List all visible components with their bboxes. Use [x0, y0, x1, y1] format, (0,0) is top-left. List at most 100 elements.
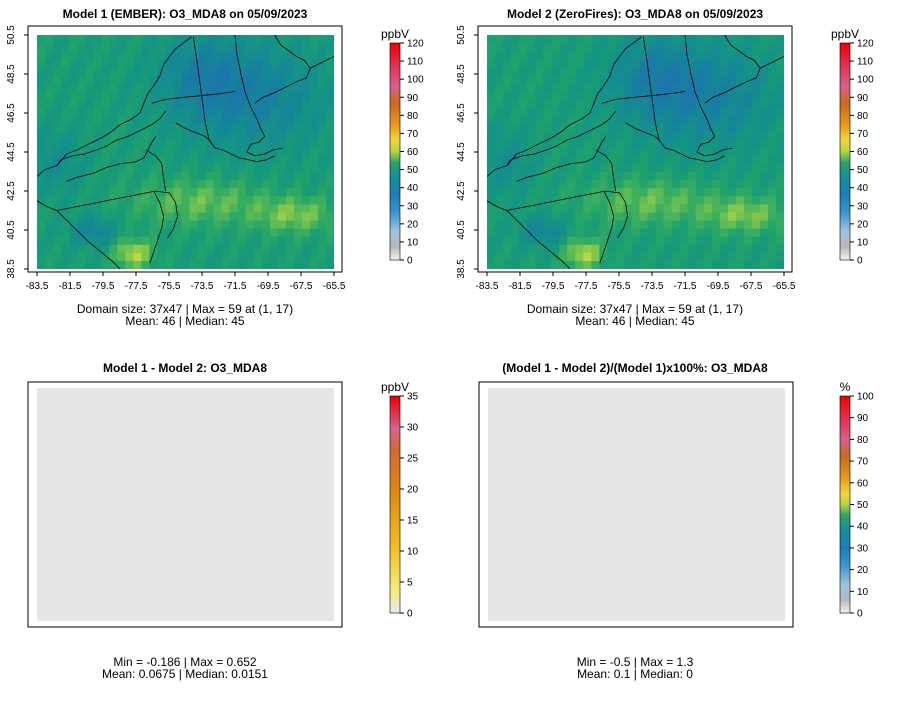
grid-cell [743, 83, 753, 92]
grid-cell [197, 220, 206, 230]
grid-cell [719, 115, 729, 125]
grid-cell [615, 220, 624, 230]
grid-cell [687, 43, 697, 52]
grid-cell [631, 204, 640, 213]
panel-model1: Model 1 (EMBER): O3_MDA8 on 05/09/2023 -… [6, 7, 424, 328]
grid-cell [53, 83, 62, 92]
grid-cell [245, 147, 255, 157]
grid-cell [511, 123, 520, 133]
grid-cell [53, 220, 62, 230]
grid-cell [743, 188, 753, 197]
grid-cell [703, 220, 713, 230]
grid-cell [527, 220, 536, 230]
grid-cell [277, 156, 287, 165]
grid-cell [77, 75, 86, 84]
grid-cell [647, 51, 656, 60]
grid-cell [173, 51, 182, 60]
grid-cell [309, 43, 319, 52]
grid-cell [575, 228, 584, 238]
grid-cell [173, 107, 182, 117]
grid-cell [495, 99, 504, 109]
grid-cell [125, 252, 134, 262]
grid-cell [213, 147, 223, 157]
grid-cell [519, 59, 528, 68]
x-tick-label: -75.5 [608, 281, 631, 292]
grid-cell [759, 244, 769, 254]
grid-cell [583, 123, 592, 133]
grid-cell [575, 212, 584, 221]
grid-cell [487, 51, 496, 60]
y-tick-label: 46.5 [456, 103, 467, 123]
grid-cell [221, 244, 231, 254]
grid-cell [165, 67, 174, 76]
grid-cell [189, 59, 198, 68]
grid-cell [583, 172, 592, 181]
grid-cell [567, 115, 576, 125]
grid-cell [495, 115, 504, 125]
grid-cell [535, 59, 544, 68]
grid-cell [69, 123, 78, 133]
grid-cell [61, 35, 70, 44]
grid-cell [503, 196, 512, 205]
grid-cell [535, 123, 544, 133]
grid-cell [53, 147, 62, 157]
grid-cell [623, 91, 632, 100]
grid-cell [45, 91, 54, 100]
grid-cell [269, 75, 279, 84]
grid-cell [221, 123, 231, 133]
grid-cell [101, 115, 110, 125]
grid-cell [575, 172, 584, 181]
grid-cell [117, 260, 126, 269]
grid-cell [591, 196, 600, 205]
grid-cell [655, 204, 664, 213]
grid-cell [543, 172, 552, 181]
grid-cell [607, 244, 616, 254]
grid-cell [639, 260, 648, 269]
grid-cell [719, 139, 729, 149]
grid-cell [735, 180, 745, 189]
grid-cell [575, 35, 584, 44]
grid-cell [293, 252, 303, 262]
grid-cell [767, 164, 777, 173]
grid-cell [157, 212, 166, 221]
grid-cell [655, 91, 664, 100]
grid-cell [519, 156, 528, 165]
grid-cell [751, 123, 761, 133]
grid-cell [719, 75, 729, 84]
grid-cell [181, 228, 190, 238]
grid-cell [535, 212, 544, 221]
grid-cell [109, 115, 118, 125]
grid-cell [623, 131, 632, 141]
grid-cell [317, 212, 327, 221]
grid-cell [695, 164, 705, 173]
colorbar-tick-label: 20 [407, 485, 419, 496]
grid-cell [77, 156, 86, 165]
colorbar-unit: ppbV [831, 27, 859, 41]
grid-cell [149, 204, 158, 213]
grid-cell [711, 107, 721, 117]
grid-cell [727, 51, 737, 60]
colorbar-unit: ppbV [381, 380, 409, 394]
grid-cell [109, 212, 118, 221]
grid-cell [751, 91, 761, 100]
grid-cell [269, 180, 279, 189]
grid-cell [101, 35, 110, 44]
grid-cell [269, 228, 279, 238]
grid-cell [751, 51, 761, 60]
grid-cell [711, 83, 721, 92]
grid-cell [269, 212, 279, 221]
grid-cell [727, 147, 737, 157]
grid-cell [285, 115, 295, 125]
grid-cell [45, 43, 54, 52]
grid-cell [221, 196, 231, 205]
grid-cell [759, 91, 769, 100]
grid-cell [149, 236, 158, 246]
grid-cell [735, 123, 745, 133]
grid-cell [591, 107, 600, 117]
grid-cell [85, 99, 94, 109]
grid-cell [767, 228, 777, 238]
grid-cell [325, 204, 334, 213]
grid-cell [727, 196, 737, 205]
grid-cell [133, 212, 142, 221]
grid-cell [69, 35, 78, 44]
